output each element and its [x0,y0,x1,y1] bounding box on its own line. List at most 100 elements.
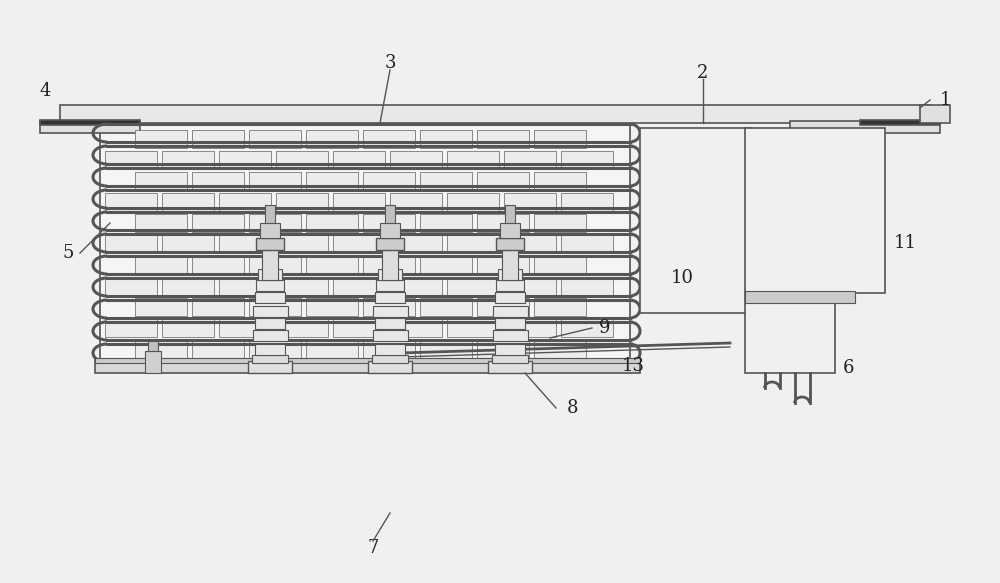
FancyBboxPatch shape [477,256,529,274]
FancyBboxPatch shape [249,340,301,358]
FancyBboxPatch shape [135,172,187,190]
FancyBboxPatch shape [260,223,280,238]
FancyBboxPatch shape [249,172,301,190]
FancyBboxPatch shape [256,280,284,291]
FancyBboxPatch shape [373,306,408,317]
FancyBboxPatch shape [534,214,586,232]
FancyBboxPatch shape [105,235,157,253]
FancyBboxPatch shape [534,172,586,190]
FancyBboxPatch shape [249,130,301,148]
FancyBboxPatch shape [498,269,522,280]
FancyBboxPatch shape [40,120,140,125]
FancyBboxPatch shape [373,330,408,341]
FancyBboxPatch shape [496,238,524,250]
FancyBboxPatch shape [488,361,532,373]
FancyBboxPatch shape [105,151,157,169]
FancyBboxPatch shape [375,292,405,303]
FancyBboxPatch shape [363,130,415,148]
FancyBboxPatch shape [306,256,358,274]
FancyBboxPatch shape [255,292,285,303]
FancyBboxPatch shape [333,319,385,337]
FancyBboxPatch shape [162,277,214,295]
FancyBboxPatch shape [255,318,285,329]
FancyBboxPatch shape [192,214,244,232]
FancyBboxPatch shape [192,340,244,358]
FancyBboxPatch shape [640,128,750,313]
FancyBboxPatch shape [333,277,385,295]
FancyBboxPatch shape [447,319,499,337]
FancyBboxPatch shape [363,340,415,358]
FancyBboxPatch shape [920,105,950,123]
FancyBboxPatch shape [219,151,271,169]
FancyBboxPatch shape [135,130,187,148]
FancyBboxPatch shape [40,121,140,133]
FancyBboxPatch shape [447,235,499,253]
FancyBboxPatch shape [219,235,271,253]
FancyBboxPatch shape [534,298,586,316]
FancyBboxPatch shape [375,344,405,355]
Text: 7: 7 [367,539,379,557]
FancyBboxPatch shape [378,269,402,280]
Text: 2: 2 [697,64,709,82]
FancyBboxPatch shape [561,235,613,253]
FancyBboxPatch shape [504,193,556,211]
FancyBboxPatch shape [265,205,275,223]
FancyBboxPatch shape [385,205,395,223]
FancyBboxPatch shape [276,277,328,295]
FancyBboxPatch shape [306,172,358,190]
FancyBboxPatch shape [561,151,613,169]
FancyBboxPatch shape [219,319,271,337]
FancyBboxPatch shape [390,277,442,295]
FancyBboxPatch shape [447,277,499,295]
FancyBboxPatch shape [420,298,472,316]
FancyBboxPatch shape [375,318,405,329]
FancyBboxPatch shape [504,277,556,295]
FancyBboxPatch shape [420,130,472,148]
FancyBboxPatch shape [276,151,328,169]
FancyBboxPatch shape [495,292,525,303]
FancyBboxPatch shape [162,193,214,211]
FancyBboxPatch shape [477,172,529,190]
FancyBboxPatch shape [860,120,940,125]
FancyBboxPatch shape [561,193,613,211]
FancyBboxPatch shape [477,214,529,232]
FancyBboxPatch shape [192,172,244,190]
FancyBboxPatch shape [95,359,640,373]
FancyBboxPatch shape [363,298,415,316]
FancyBboxPatch shape [363,172,415,190]
FancyBboxPatch shape [363,256,415,274]
FancyBboxPatch shape [561,319,613,337]
FancyBboxPatch shape [276,235,328,253]
FancyBboxPatch shape [192,298,244,316]
FancyBboxPatch shape [105,277,157,295]
FancyBboxPatch shape [262,250,278,280]
FancyBboxPatch shape [477,130,529,148]
FancyBboxPatch shape [162,151,214,169]
FancyBboxPatch shape [219,277,271,295]
FancyBboxPatch shape [534,340,586,358]
FancyBboxPatch shape [390,151,442,169]
FancyBboxPatch shape [333,151,385,169]
Text: 13: 13 [622,357,644,375]
FancyBboxPatch shape [504,151,556,169]
FancyBboxPatch shape [60,105,930,123]
FancyBboxPatch shape [162,235,214,253]
FancyBboxPatch shape [135,214,187,232]
FancyBboxPatch shape [372,355,408,363]
FancyBboxPatch shape [363,214,415,232]
FancyBboxPatch shape [477,298,529,316]
Text: 1: 1 [939,91,951,109]
FancyBboxPatch shape [219,193,271,211]
FancyBboxPatch shape [249,256,301,274]
FancyBboxPatch shape [306,214,358,232]
FancyBboxPatch shape [258,269,282,280]
FancyBboxPatch shape [561,277,613,295]
FancyBboxPatch shape [534,256,586,274]
Text: 8: 8 [567,399,579,417]
FancyBboxPatch shape [105,319,157,337]
FancyBboxPatch shape [376,280,404,291]
FancyBboxPatch shape [135,256,187,274]
FancyBboxPatch shape [306,298,358,316]
FancyBboxPatch shape [376,238,404,250]
FancyBboxPatch shape [505,205,515,223]
